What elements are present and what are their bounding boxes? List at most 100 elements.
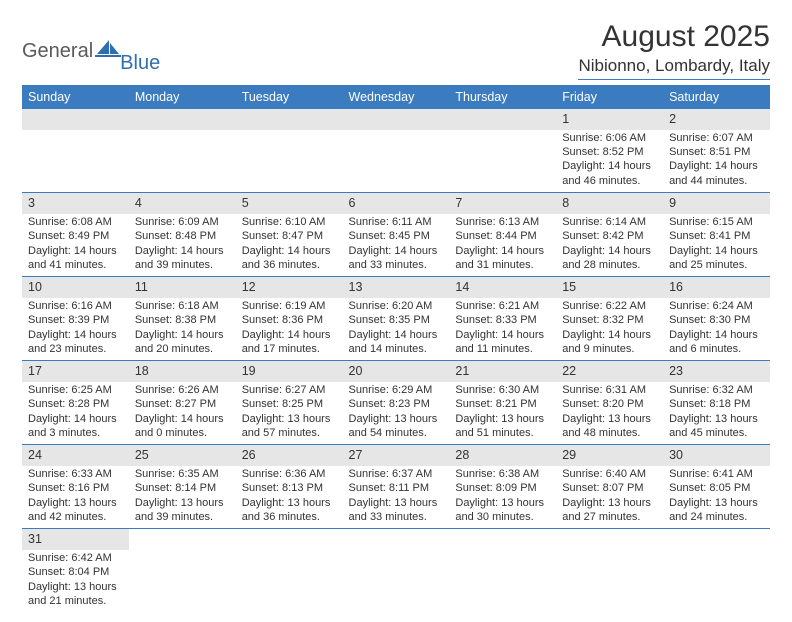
calendar-week-row: 17Sunrise: 6:25 AMSunset: 8:28 PMDayligh…: [22, 361, 770, 445]
sunrise-text: Sunrise: 6:07 AM: [669, 131, 764, 145]
sunset-text: Sunset: 8:18 PM: [669, 397, 764, 411]
daylight-text: Daylight: 14 hours and 9 minutes.: [562, 328, 657, 357]
sunrise-text: Sunrise: 6:06 AM: [562, 131, 657, 145]
day-number: 31: [22, 529, 129, 550]
calendar-cell: 23Sunrise: 6:32 AMSunset: 8:18 PMDayligh…: [663, 361, 770, 445]
calendar-cell: 15Sunrise: 6:22 AMSunset: 8:32 PMDayligh…: [556, 277, 663, 361]
daylight-text: Daylight: 13 hours and 51 minutes.: [455, 412, 550, 441]
sunrise-text: Sunrise: 6:10 AM: [242, 215, 337, 229]
sunrise-text: Sunrise: 6:29 AM: [349, 383, 444, 397]
weekday-header: Tuesday: [236, 85, 343, 109]
sunset-text: Sunset: 8:33 PM: [455, 313, 550, 327]
sunset-text: Sunset: 8:28 PM: [28, 397, 123, 411]
empty-day-number: [343, 109, 450, 130]
daylight-text: Daylight: 13 hours and 27 minutes.: [562, 496, 657, 525]
day-number: 24: [22, 445, 129, 466]
daylight-text: Daylight: 14 hours and 33 minutes.: [349, 244, 444, 273]
calendar-week-row: 3Sunrise: 6:08 AMSunset: 8:49 PMDaylight…: [22, 193, 770, 277]
daylight-text: Daylight: 13 hours and 33 minutes.: [349, 496, 444, 525]
day-details: Sunrise: 6:07 AMSunset: 8:51 PMDaylight:…: [663, 130, 770, 192]
calendar-cell: [343, 109, 450, 193]
weekday-header: Thursday: [449, 85, 556, 109]
calendar-cell: 28Sunrise: 6:38 AMSunset: 8:09 PMDayligh…: [449, 445, 556, 529]
daylight-text: Daylight: 13 hours and 54 minutes.: [349, 412, 444, 441]
day-details: Sunrise: 6:35 AMSunset: 8:14 PMDaylight:…: [129, 466, 236, 528]
weekday-header: Saturday: [663, 85, 770, 109]
day-number: 15: [556, 277, 663, 298]
sunrise-text: Sunrise: 6:37 AM: [349, 467, 444, 481]
sunset-text: Sunset: 8:21 PM: [455, 397, 550, 411]
day-number: 20: [343, 361, 450, 382]
sunrise-text: Sunrise: 6:26 AM: [135, 383, 230, 397]
day-details: Sunrise: 6:26 AMSunset: 8:27 PMDaylight:…: [129, 382, 236, 444]
day-number: 1: [556, 109, 663, 130]
daylight-text: Daylight: 14 hours and 11 minutes.: [455, 328, 550, 357]
day-number: 25: [129, 445, 236, 466]
calendar-cell: 16Sunrise: 6:24 AMSunset: 8:30 PMDayligh…: [663, 277, 770, 361]
sunset-text: Sunset: 8:23 PM: [349, 397, 444, 411]
daylight-text: Daylight: 14 hours and 0 minutes.: [135, 412, 230, 441]
calendar-cell: 21Sunrise: 6:30 AMSunset: 8:21 PMDayligh…: [449, 361, 556, 445]
day-details: Sunrise: 6:22 AMSunset: 8:32 PMDaylight:…: [556, 298, 663, 360]
day-number: 9: [663, 193, 770, 214]
day-details: Sunrise: 6:42 AMSunset: 8:04 PMDaylight:…: [22, 550, 129, 612]
day-details: Sunrise: 6:13 AMSunset: 8:44 PMDaylight:…: [449, 214, 556, 276]
sunrise-text: Sunrise: 6:11 AM: [349, 215, 444, 229]
sunset-text: Sunset: 8:16 PM: [28, 481, 123, 495]
brand-logo: General: [22, 38, 121, 64]
day-number: 27: [343, 445, 450, 466]
calendar-cell: 17Sunrise: 6:25 AMSunset: 8:28 PMDayligh…: [22, 361, 129, 445]
calendar-cell: [236, 109, 343, 193]
calendar-cell: 6Sunrise: 6:11 AMSunset: 8:45 PMDaylight…: [343, 193, 450, 277]
calendar-cell: [449, 529, 556, 613]
calendar-cell: 18Sunrise: 6:26 AMSunset: 8:27 PMDayligh…: [129, 361, 236, 445]
brand-part2: Blue: [120, 52, 160, 75]
calendar-cell: 12Sunrise: 6:19 AMSunset: 8:36 PMDayligh…: [236, 277, 343, 361]
calendar-cell: 11Sunrise: 6:18 AMSunset: 8:38 PMDayligh…: [129, 277, 236, 361]
daylight-text: Daylight: 14 hours and 6 minutes.: [669, 328, 764, 357]
sunset-text: Sunset: 8:30 PM: [669, 313, 764, 327]
sunrise-text: Sunrise: 6:36 AM: [242, 467, 337, 481]
sunrise-text: Sunrise: 6:16 AM: [28, 299, 123, 313]
calendar-cell: 9Sunrise: 6:15 AMSunset: 8:41 PMDaylight…: [663, 193, 770, 277]
sunrise-text: Sunrise: 6:20 AM: [349, 299, 444, 313]
day-number: 13: [343, 277, 450, 298]
day-number: 2: [663, 109, 770, 130]
calendar-cell: 1Sunrise: 6:06 AMSunset: 8:52 PMDaylight…: [556, 109, 663, 193]
calendar-week-row: 1Sunrise: 6:06 AMSunset: 8:52 PMDaylight…: [22, 109, 770, 193]
day-number: 4: [129, 193, 236, 214]
day-details: Sunrise: 6:29 AMSunset: 8:23 PMDaylight:…: [343, 382, 450, 444]
sunset-text: Sunset: 8:36 PM: [242, 313, 337, 327]
calendar-cell: 29Sunrise: 6:40 AMSunset: 8:07 PMDayligh…: [556, 445, 663, 529]
sunset-text: Sunset: 8:51 PM: [669, 145, 764, 159]
sunrise-text: Sunrise: 6:14 AM: [562, 215, 657, 229]
day-details: Sunrise: 6:20 AMSunset: 8:35 PMDaylight:…: [343, 298, 450, 360]
day-details: Sunrise: 6:24 AMSunset: 8:30 PMDaylight:…: [663, 298, 770, 360]
sunset-text: Sunset: 8:25 PM: [242, 397, 337, 411]
calendar-cell: 25Sunrise: 6:35 AMSunset: 8:14 PMDayligh…: [129, 445, 236, 529]
day-details: Sunrise: 6:21 AMSunset: 8:33 PMDaylight:…: [449, 298, 556, 360]
empty-day-body: [236, 130, 343, 184]
day-number: 23: [663, 361, 770, 382]
empty-day-body: [343, 130, 450, 184]
daylight-text: Daylight: 14 hours and 20 minutes.: [135, 328, 230, 357]
day-details: Sunrise: 6:37 AMSunset: 8:11 PMDaylight:…: [343, 466, 450, 528]
day-details: Sunrise: 6:18 AMSunset: 8:38 PMDaylight:…: [129, 298, 236, 360]
calendar-cell: 13Sunrise: 6:20 AMSunset: 8:35 PMDayligh…: [343, 277, 450, 361]
sunset-text: Sunset: 8:11 PM: [349, 481, 444, 495]
sunset-text: Sunset: 8:45 PM: [349, 229, 444, 243]
month-title: August 2025: [578, 20, 770, 54]
day-details: Sunrise: 6:14 AMSunset: 8:42 PMDaylight:…: [556, 214, 663, 276]
daylight-text: Daylight: 14 hours and 23 minutes.: [28, 328, 123, 357]
day-number: 10: [22, 277, 129, 298]
day-details: Sunrise: 6:32 AMSunset: 8:18 PMDaylight:…: [663, 382, 770, 444]
daylight-text: Daylight: 14 hours and 3 minutes.: [28, 412, 123, 441]
day-number: 3: [22, 193, 129, 214]
day-number: 11: [129, 277, 236, 298]
daylight-text: Daylight: 13 hours and 48 minutes.: [562, 412, 657, 441]
location-subtitle: Nibionno, Lombardy, Italy: [578, 56, 770, 80]
sunset-text: Sunset: 8:49 PM: [28, 229, 123, 243]
daylight-text: Daylight: 14 hours and 25 minutes.: [669, 244, 764, 273]
sunrise-text: Sunrise: 6:42 AM: [28, 551, 123, 565]
sunrise-text: Sunrise: 6:18 AM: [135, 299, 230, 313]
